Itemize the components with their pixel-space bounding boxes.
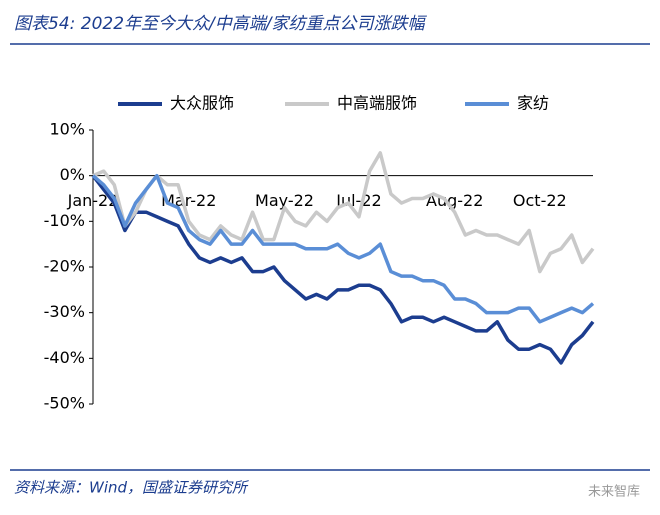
legend-label: 中高端服饰: [337, 94, 417, 113]
series-line: [92, 151, 595, 274]
y-tick-label: 0%: [60, 165, 85, 184]
series-line: [91, 174, 595, 365]
x-tick-label: Jan-22: [67, 191, 119, 210]
x-tick-label: Mar-22: [161, 191, 216, 210]
y-tick-label: 10%: [49, 120, 85, 139]
y-tick-label: -50%: [44, 394, 85, 413]
series-line: [91, 173, 595, 324]
legend-label: 大众服饰: [170, 94, 234, 113]
y-tick-label: -20%: [44, 257, 85, 276]
chart-title: 图表54: 2022年至今大众/中高端/家纺重点公司涨跌幅: [14, 14, 427, 34]
x-tick-label: Oct-22: [513, 191, 567, 210]
watermark: 未来智库: [588, 484, 640, 500]
y-tick-label: -30%: [44, 302, 85, 321]
y-tick-label: -40%: [44, 348, 85, 367]
legend-label: 家纺: [517, 94, 549, 113]
y-tick-label: -10%: [44, 211, 85, 230]
source: 资料来源：Wind，国盛证券研究所: [14, 479, 249, 497]
x-tick-label: May-22: [255, 191, 314, 210]
